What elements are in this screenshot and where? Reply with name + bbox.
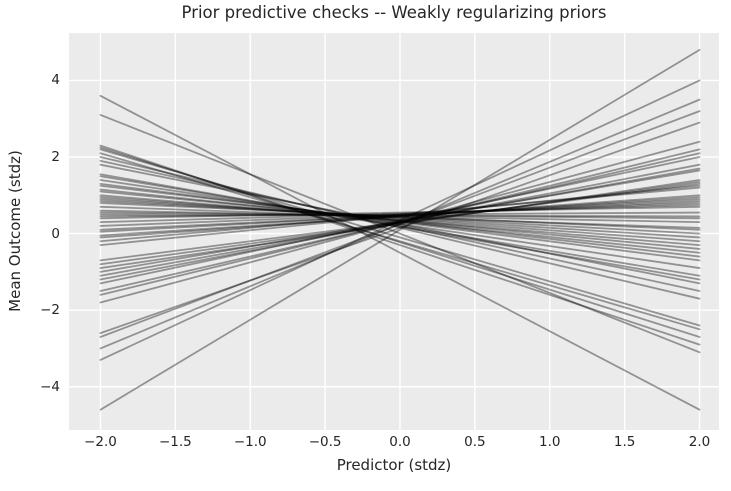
- prior-predictive-line: [99, 156, 701, 285]
- prior-predictive-line: [99, 148, 701, 327]
- x-tick-label: 0.0: [389, 434, 411, 450]
- prior-predictive-line: [99, 121, 701, 335]
- prior-predictive-line: [99, 213, 701, 218]
- chart-title: Prior predictive checks -- Weakly regula…: [181, 3, 607, 22]
- x-tick-label: 1.5: [613, 434, 636, 450]
- prior-predictive-line: [99, 196, 701, 243]
- prior-predictive-line: [99, 110, 701, 338]
- prior-predictive-line: [99, 211, 701, 220]
- prior-predictive-line: [99, 200, 701, 231]
- prior-predictive-line: [99, 175, 701, 277]
- prior-predictive-line: [99, 202, 701, 227]
- y-tick-label: 0: [51, 225, 60, 242]
- y-tick-label: 2: [51, 149, 60, 166]
- x-tick-label: −1.5: [158, 434, 192, 450]
- y-tick-label: −4: [40, 378, 60, 395]
- prior-predictive-line: [99, 148, 701, 296]
- prior-predictive-line: [99, 152, 701, 292]
- y-tick-label: −2: [40, 302, 60, 319]
- prior-predictive-line: [99, 79, 701, 361]
- prior-predictive-line: [99, 205, 701, 220]
- y-tick-label: 4: [51, 72, 60, 89]
- x-tick-label: −0.5: [308, 434, 342, 450]
- prior-predictive-line: [99, 140, 701, 304]
- prior-predictive-line: [99, 184, 701, 258]
- prior-predictive-line: [99, 94, 701, 411]
- prior-predictive-line: [99, 209, 701, 224]
- prior-predictive-line: [99, 182, 701, 262]
- prior-predictive-line: [99, 114, 701, 354]
- prior-predictive-line: [99, 167, 701, 277]
- prior-predictive-line: [99, 184, 701, 246]
- x-tick-label: 0.5: [464, 434, 486, 450]
- x-tick-label: −1.0: [233, 434, 267, 450]
- prior-predictive-line: [99, 179, 701, 269]
- x-tick-label: −2.0: [84, 434, 117, 450]
- plot-area: [69, 33, 719, 430]
- prior-predictive-line: [99, 198, 701, 233]
- prior-predictive-line: [99, 194, 701, 239]
- prior-predictive-line: [99, 202, 701, 231]
- prior-predictive-line: [99, 173, 701, 281]
- prior-predictive-line: [99, 152, 701, 331]
- prior-predictive-line: [99, 211, 701, 218]
- prior-predictive-line: [99, 169, 701, 273]
- prior-predictive-line: [99, 182, 701, 262]
- prior-predictive-line: [99, 146, 701, 338]
- prior-predictive-line: [99, 196, 701, 237]
- prior-predictive-line: [99, 156, 701, 300]
- prior-predictive-line: [99, 98, 701, 350]
- prior-predictive-line: [99, 203, 701, 224]
- plot-canvas: [69, 33, 719, 430]
- prior-predictive-line: [99, 163, 701, 281]
- prior-predictive-line: [99, 48, 701, 411]
- prior-predictive-line: [99, 190, 701, 250]
- x-tick-label: 1.0: [539, 434, 561, 450]
- prior-predictive-line: [99, 198, 701, 239]
- prior-predictive-line: [99, 144, 701, 346]
- y-axis-label: Mean Outcome (stdz): [6, 150, 24, 312]
- prior-predictive-line: [99, 188, 701, 254]
- prior-predictive-line: [99, 163, 701, 285]
- prior-predictive-line: [99, 181, 701, 266]
- prior-predictive-line: [99, 200, 701, 235]
- prior-predictive-line: [99, 179, 701, 269]
- prior-predictive-line: [99, 205, 701, 229]
- x-axis-label: Predictor (stdz): [336, 456, 452, 474]
- prior-predictive-line: [99, 159, 701, 292]
- prior-predictive-line: [99, 194, 701, 246]
- prior-predictive-line: [99, 186, 701, 243]
- x-tick-label: 2.0: [688, 434, 711, 450]
